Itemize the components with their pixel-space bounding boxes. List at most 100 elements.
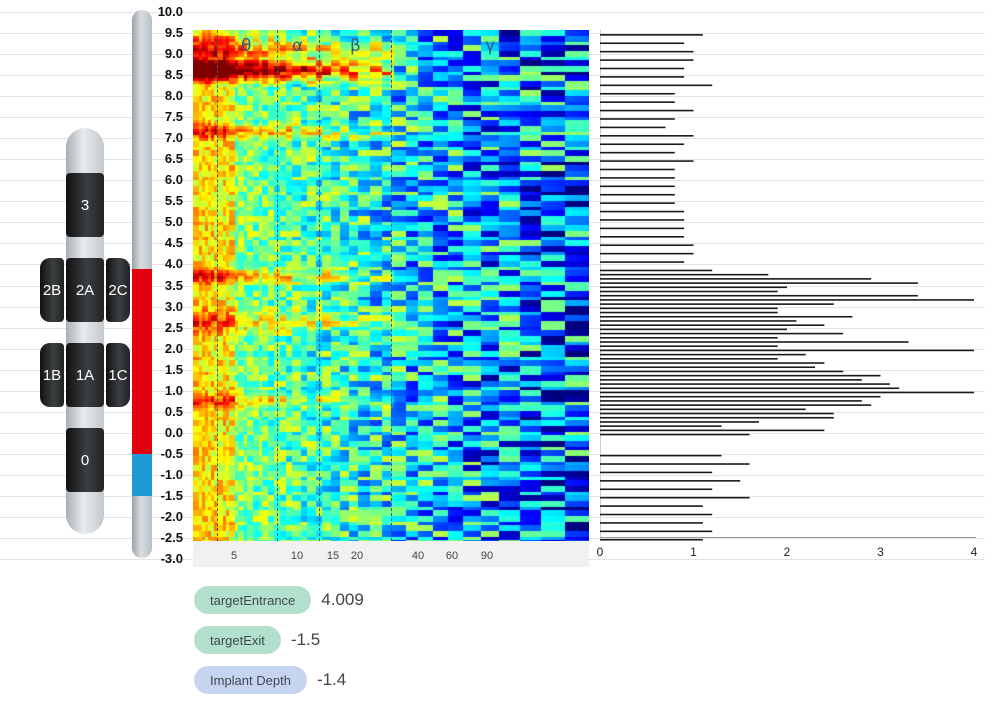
contact-2c[interactable]: 2C — [106, 258, 130, 322]
bar-chart — [600, 34, 974, 541]
bar-chart-y-axis — [600, 30, 601, 538]
contact-1c[interactable]: 1C — [106, 343, 130, 407]
bar-chart-bar — [600, 463, 750, 465]
band-divider-alpha — [277, 30, 278, 541]
freq-tick: 60 — [445, 550, 459, 562]
bar-chart-bar — [600, 328, 787, 331]
bar-chart-bar — [600, 101, 675, 103]
depth-tick: 1.0 — [164, 383, 183, 398]
target-entrance-value: 4.009 — [321, 590, 364, 609]
bar-chart-bar — [600, 193, 675, 196]
bar-chart-bar — [600, 160, 694, 162]
bar-chart-bar — [600, 118, 675, 120]
contact-2b[interactable]: 2B — [40, 258, 64, 322]
bar-chart-bar — [600, 530, 713, 533]
bar-chart-bar — [600, 391, 974, 394]
bar-chart-bar — [600, 59, 694, 61]
bar-chart-bar — [600, 236, 685, 238]
bar-chart-bar — [600, 324, 825, 326]
contact-1a[interactable]: 1A — [66, 343, 104, 407]
depth-tick: -0.5 — [160, 446, 183, 461]
grid-line — [0, 12, 985, 13]
contact-3[interactable]: 3 — [66, 173, 104, 237]
depth-tick: 2.0 — [164, 341, 183, 356]
param-target-exit: targetExit -1.5 — [194, 625, 320, 655]
bar-chart-bar — [600, 290, 778, 293]
depth-tick: 3.0 — [164, 299, 183, 314]
bar-chart-bar — [600, 362, 825, 364]
freq-tick: 10 — [290, 550, 304, 562]
depth-tick: 0.5 — [164, 404, 183, 419]
bar-chart-bar — [600, 269, 713, 272]
contact-2a[interactable]: 2A — [66, 258, 104, 322]
bar-chart-bar — [600, 429, 825, 432]
freq-tick: 90 — [480, 550, 494, 562]
depth-tick: -2.0 — [160, 509, 183, 524]
bar-chart-bar — [600, 421, 759, 423]
depth-tick: 7.5 — [164, 109, 183, 124]
depth-tick: -1.5 — [160, 488, 183, 503]
bar-chart-bar — [600, 42, 685, 45]
bar-chart-bar — [600, 303, 834, 305]
bar-chart-bar — [600, 278, 872, 280]
depth-bar[interactable] — [132, 10, 152, 558]
target-exit-value: -1.5 — [290, 630, 321, 649]
depth-tick: 8.5 — [164, 67, 183, 82]
bar-chart-bar — [600, 76, 685, 78]
depth-tick: -3.0 — [160, 551, 183, 566]
band-label-theta: θ — [241, 36, 252, 56]
bar-chart-bar — [600, 261, 685, 263]
bar-chart-bar — [600, 353, 806, 356]
bar-chart-bar — [600, 454, 722, 457]
bar-chart-bar — [600, 505, 703, 507]
bar-chart-bar — [600, 370, 844, 373]
bar-chart-bar — [600, 349, 974, 352]
bar-chart-bar — [600, 366, 816, 369]
bar-chart-bar — [600, 67, 685, 70]
target-exit-chip[interactable]: targetExit — [194, 626, 281, 654]
bar-chart-bar — [600, 84, 713, 87]
band-label-gamma: γ — [485, 36, 496, 56]
bar-chart-bar — [600, 311, 778, 314]
bar-chart-bar — [600, 383, 890, 385]
depth-tick: 2.5 — [164, 320, 183, 335]
bar-chart-bar — [600, 345, 778, 348]
bar-chart-bar — [600, 273, 769, 276]
bar-chart-bar — [600, 471, 713, 474]
bar-chart-bar — [600, 395, 881, 398]
bar-chart-bar — [600, 168, 675, 171]
depth-tick: 9.5 — [164, 25, 183, 40]
bar-chart-bar — [600, 433, 750, 436]
bar-chart-bar — [600, 143, 685, 146]
implant-depth-chip[interactable]: Implant Depth — [194, 666, 307, 694]
band-divider-beta — [319, 30, 320, 541]
freq-tick: 20 — [350, 550, 364, 562]
bar-chart-bar — [600, 126, 666, 129]
depth-tick: 8.0 — [164, 88, 183, 103]
contact-1b[interactable]: 1B — [40, 343, 64, 407]
band-label-alpha: α — [292, 36, 304, 56]
bar-chart-bar — [600, 135, 694, 137]
bar-chart-bar — [600, 404, 872, 406]
bar-chart-bar — [600, 538, 703, 541]
spectrogram-heatmap: θ α β γ — [193, 30, 589, 541]
target-entrance-chip[interactable]: targetEntrance — [194, 586, 312, 614]
bar-chart-bar — [600, 480, 741, 482]
bar-chart-bar — [600, 358, 778, 360]
depth-tick: 5.0 — [164, 214, 183, 229]
bar-chart-bar — [600, 177, 675, 179]
bar-chart-bar — [600, 34, 703, 36]
bar-chart-bar — [600, 513, 713, 516]
exit-segment — [132, 453, 152, 496]
bar-chart-bar — [600, 336, 778, 339]
bar-chart-bar — [600, 219, 685, 221]
bar-chart-bar — [600, 252, 694, 255]
bar-chart-bar — [600, 109, 694, 112]
bar-chart-bar — [600, 416, 834, 419]
bar-chart-bar — [600, 50, 694, 53]
param-target-entrance: targetEntrance 4.009 — [194, 585, 364, 615]
bar-chart-bar — [600, 488, 713, 491]
bar-chart-bar — [600, 400, 862, 402]
contact-0[interactable]: 0 — [66, 428, 104, 492]
depth-tick: 7.0 — [164, 130, 183, 145]
